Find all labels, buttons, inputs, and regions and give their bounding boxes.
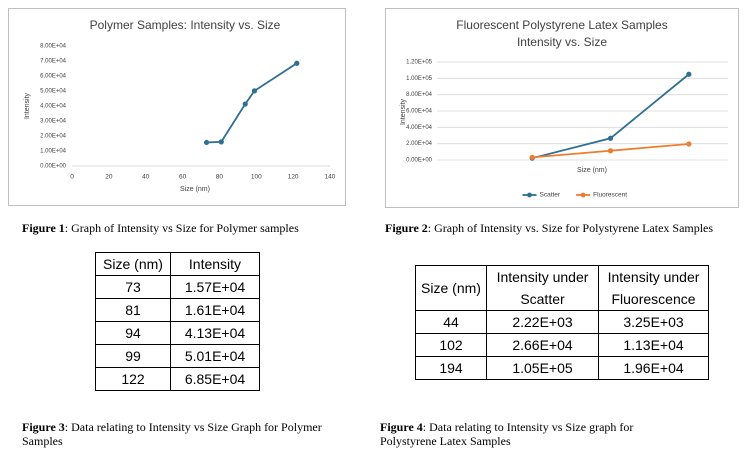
table-cell: 81 <box>95 298 171 322</box>
table-header-row: Size (nm) Intensity <box>95 252 260 276</box>
chart-frame <box>385 8 739 208</box>
table-cell: 1.13E+04 <box>598 333 709 357</box>
y-tick-label: 6.00E+04 <box>40 74 67 80</box>
y-tick-label: 1.00E+05 <box>406 76 433 82</box>
y-tick-label: 1.20E+05 <box>406 60 433 66</box>
legend-label: Scatter <box>540 192 561 199</box>
header-cell: Intensity <box>170 252 260 276</box>
chart-frame <box>8 8 346 206</box>
y-tick-label: 0.00E+00 <box>406 158 433 164</box>
caption-label: Figure 4 <box>380 420 423 434</box>
y-axis-label: Intensity <box>24 92 31 119</box>
legend-label: Fluorescent <box>593 192 627 199</box>
table-row: 81 1.61E+04 <box>95 298 260 322</box>
y-tick-label: 2.00E+04 <box>40 134 67 140</box>
caption-text: : Data relating to Intensity vs Size gra… <box>380 420 634 448</box>
data-point <box>529 154 535 160</box>
table-cell: 102 <box>415 333 487 357</box>
caption-text: : Graph of Intensity vs Size for Polymer… <box>64 221 299 235</box>
chart-title: Fluorescent Polystyrene Latex Samples <box>456 18 667 32</box>
x-tick-label: 100 <box>251 174 262 181</box>
data-point <box>218 139 224 145</box>
x-axis-label: Size (nm) <box>180 186 210 193</box>
table-row: 94 4.13E+04 <box>95 321 260 345</box>
table-cell: 2.22E+03 <box>486 310 599 334</box>
data-point <box>203 139 210 146</box>
table-cell: 73 <box>95 275 171 299</box>
y-tick-label: 5.00E+04 <box>40 89 67 95</box>
table-row: 122 6.85E+04 <box>95 367 260 391</box>
table-row: 194 1.05E+05 1.96E+04 <box>415 356 709 380</box>
caption-label: Figure 3 <box>22 420 65 434</box>
y-tick-label: 0.00E+00 <box>40 164 67 170</box>
data-point <box>686 141 692 147</box>
caption-text: : Data relating to Intensity vs Size Gra… <box>22 420 322 448</box>
caption-label: Figure 2 <box>385 221 428 235</box>
caption-text: : Graph of Intensity vs. Size for Polyst… <box>427 221 714 235</box>
table-cell: 5.01E+04 <box>170 344 260 368</box>
table-cell: 99 <box>95 344 171 368</box>
y-tick-label: 3.00E+04 <box>40 119 67 125</box>
table: Size (nm) Intensity under Scatter Intensit… <box>415 265 709 380</box>
legend-marker <box>527 192 532 198</box>
y-tick-label: 8.00E+04 <box>40 44 67 50</box>
y-tick-label: 4.00E+04 <box>40 104 67 110</box>
chart-title: Polymer Samples: Intensity vs. Size <box>90 18 281 32</box>
table-cell: 1.57E+04 <box>170 275 260 299</box>
table-cell: 1.96E+04 <box>598 356 709 380</box>
data-point <box>607 135 614 141</box>
header-cell: Size (nm) <box>415 265 487 311</box>
table-cell: 2.66E+04 <box>486 333 599 357</box>
table-header-row: Size (nm) Intensity under Scatter Intensit… <box>415 265 709 311</box>
x-tick-label: 20 <box>105 174 113 181</box>
table-row: 73 1.57E+04 <box>95 275 260 299</box>
data-point <box>242 101 248 107</box>
data-point <box>251 88 258 94</box>
table-cell: 1.61E+04 <box>170 298 260 322</box>
chart-title: Intensity vs. Size <box>517 35 607 49</box>
x-tick-label: 60 <box>179 174 187 181</box>
header-cell: Intensity under Scatter <box>486 265 599 311</box>
data-point <box>294 60 300 66</box>
table-cell: 1.05E+05 <box>486 356 599 380</box>
caption: Figure 2: Graph of Intensity vs. Size fo… <box>385 221 715 235</box>
x-tick-label: 40 <box>142 174 150 181</box>
y-tick-label: 7.00E+04 <box>40 59 67 65</box>
caption: Figure 1: Graph of Intensity vs Size for… <box>22 221 352 235</box>
y-tick-label: 8.00E+04 <box>406 92 433 98</box>
table-cell: 194 <box>415 356 487 380</box>
data-point <box>686 71 692 77</box>
table: Size (nm) Intensity 73 1.57E+04 81 1.61E+04 94… <box>95 252 260 391</box>
table-cell: 44 <box>415 310 487 334</box>
table-row: 99 5.01E+04 <box>95 344 260 368</box>
y-tick-label: 6.00E+04 <box>406 109 433 115</box>
legend-marker <box>580 192 586 198</box>
header-cell: Size (nm) <box>95 252 171 276</box>
table-cell: 122 <box>95 367 171 391</box>
table-cell: 94 <box>95 321 171 345</box>
y-tick-label: 2.00E+04 <box>406 141 433 147</box>
x-tick-label: 0 <box>70 174 74 181</box>
caption: Figure 3: Data relating to Intensity vs … <box>22 420 362 448</box>
table-cell: 3.25E+03 <box>598 310 709 334</box>
y-tick-label: 1.00E+04 <box>40 149 67 155</box>
table-cell: 6.85E+04 <box>170 367 260 391</box>
y-axis-label: Intensity <box>400 98 407 125</box>
caption: Figure 4: Data relating to Intensity vs … <box>380 420 680 448</box>
caption-label: Figure 1 <box>22 221 65 235</box>
table-cell: 4.13E+04 <box>170 321 260 345</box>
y-tick-label: 4.00E+04 <box>406 125 433 131</box>
x-tick-label: 140 <box>325 174 336 181</box>
x-axis-label: Size (nm) <box>577 167 607 174</box>
header-cell: Intensity under Fluorescence <box>598 265 709 311</box>
table-row: 44 2.22E+03 3.25E+03 <box>415 310 709 334</box>
data-point <box>607 148 614 154</box>
table-row: 102 2.66E+04 1.13E+04 <box>415 333 709 357</box>
x-tick-label: 80 <box>216 174 224 181</box>
x-tick-label: 120 <box>288 174 299 181</box>
